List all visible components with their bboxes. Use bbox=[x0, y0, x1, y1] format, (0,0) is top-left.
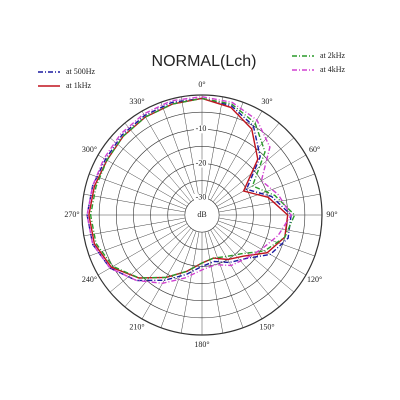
r-tick-bg bbox=[194, 125, 208, 134]
series-line bbox=[86, 95, 292, 285]
theta-tick-label: 150° bbox=[259, 322, 274, 331]
legend-label: at 1kHz bbox=[66, 81, 92, 90]
r-tick-bg bbox=[194, 159, 208, 168]
theta-tick-label: 180° bbox=[194, 340, 209, 349]
legend-label: at 2kHz bbox=[320, 51, 346, 60]
grid-ring bbox=[81, 94, 323, 336]
theta-tick-label: 210° bbox=[129, 322, 144, 331]
grid-ring bbox=[98, 111, 306, 319]
r-tick-label: -20 bbox=[196, 158, 207, 167]
theta-tick-label: 60° bbox=[309, 145, 320, 154]
legend-label: at 500Hz bbox=[66, 67, 96, 76]
r-tick-label: -30 bbox=[196, 193, 207, 202]
theta-tick-label: 30° bbox=[261, 97, 272, 106]
theta-tick-label: 120° bbox=[307, 275, 322, 284]
chart-title: NORMAL(Lch) bbox=[152, 53, 257, 70]
theta-tick-label: 270° bbox=[64, 210, 79, 219]
theta-tick-label: 330° bbox=[129, 97, 144, 106]
r-tick-label: -10 bbox=[196, 124, 207, 133]
theta-tick-label: 0° bbox=[198, 80, 205, 89]
series-line bbox=[89, 97, 296, 279]
legend-label: at 4kHz bbox=[320, 65, 346, 74]
r-tick-bg bbox=[194, 193, 208, 202]
theta-tick-label: 240° bbox=[82, 275, 97, 284]
r-unit: dB bbox=[197, 210, 206, 219]
series-line bbox=[86, 97, 292, 282]
theta-tick-label: 90° bbox=[326, 210, 337, 219]
theta-tick-label: 300° bbox=[82, 145, 97, 154]
grid-ring bbox=[133, 146, 271, 284]
grid-ring bbox=[167, 180, 237, 250]
center-disc bbox=[185, 198, 219, 232]
